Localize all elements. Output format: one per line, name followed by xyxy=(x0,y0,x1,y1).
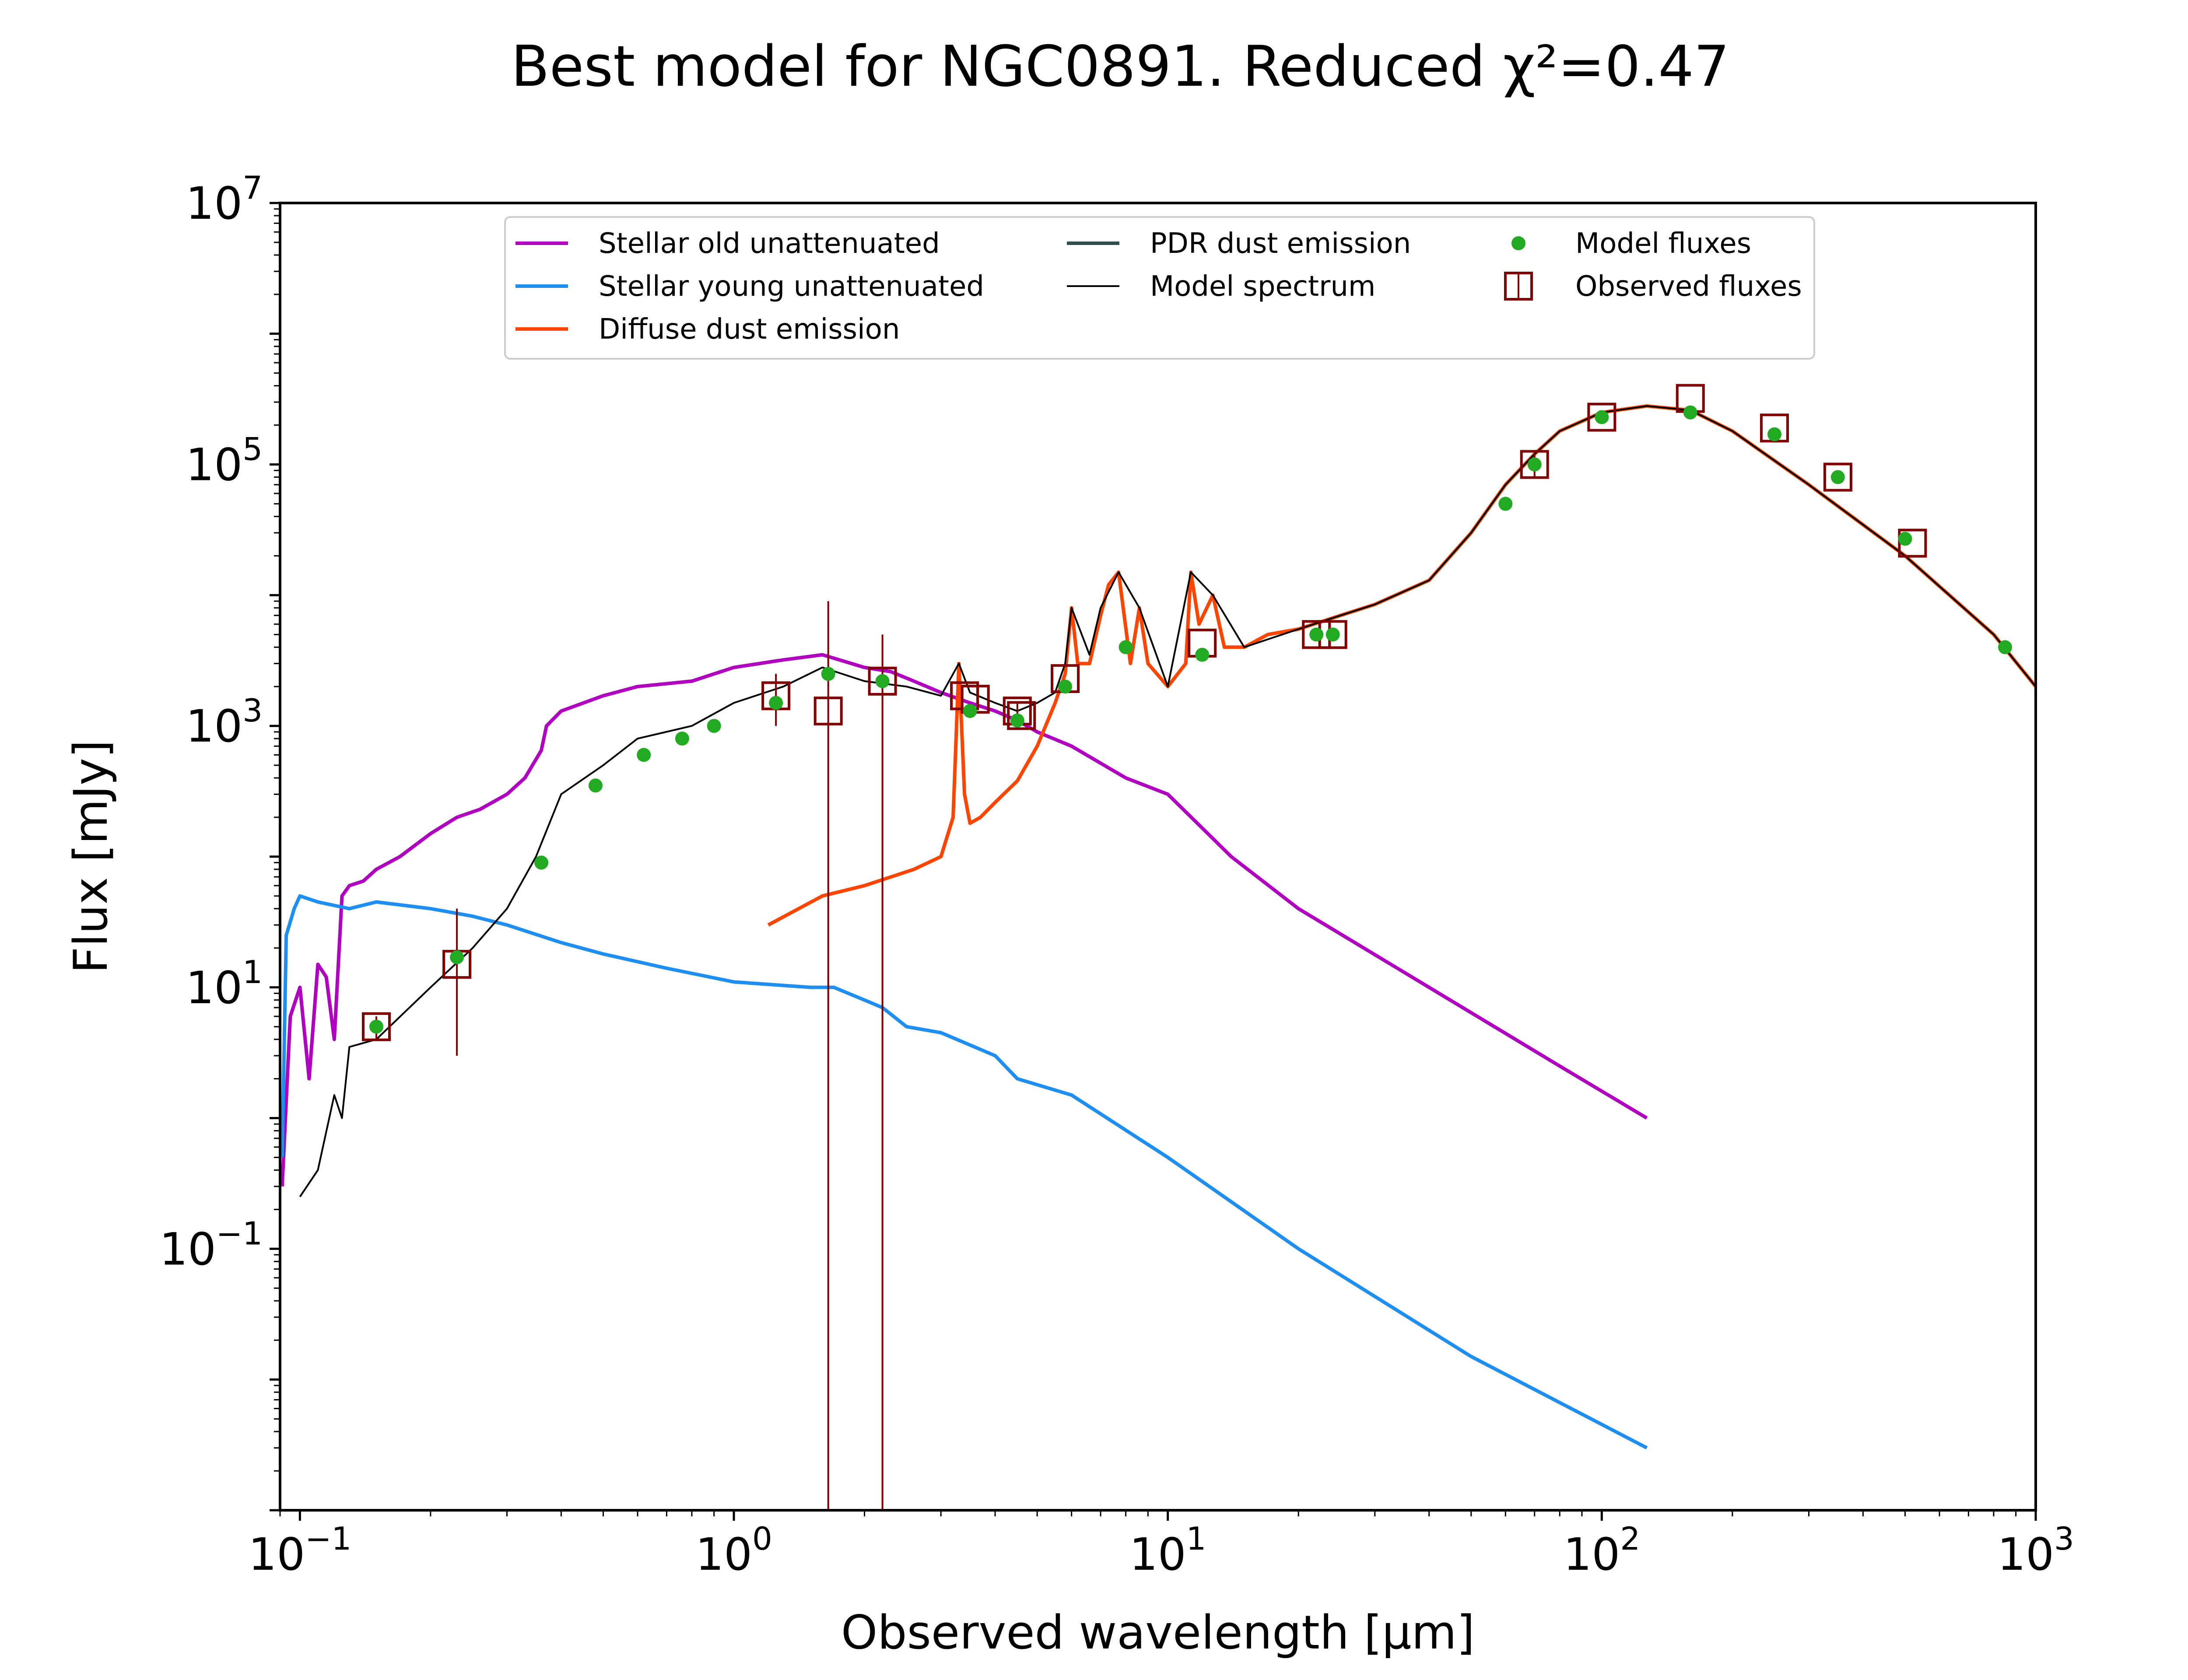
y-tick-label: 10−1 xyxy=(159,1215,263,1275)
observed-flux-point xyxy=(1823,462,1852,492)
observed-flux-point xyxy=(1898,528,1927,558)
legend-label: Model fluxes xyxy=(1575,228,1751,260)
x-tick-label: 100 xyxy=(695,1520,772,1581)
legend-entry: Model spectrum xyxy=(1067,270,1375,303)
model-flux-point xyxy=(769,696,783,710)
model-flux-point xyxy=(369,1019,383,1034)
legend-swatch xyxy=(1511,236,1525,250)
model-flux-point xyxy=(1195,648,1210,662)
model-flux-point xyxy=(1830,470,1845,484)
model-flux-point xyxy=(1010,713,1024,728)
model-flux-point xyxy=(821,667,835,681)
legend-label: Stellar young unattenuated xyxy=(599,270,984,303)
legend: Stellar old unattenuated Stellar young un… xyxy=(504,216,1815,360)
observed-flux-point xyxy=(361,1012,391,1041)
series-line-0 xyxy=(280,653,1648,1186)
legend-entry: Stellar old unattenuated xyxy=(515,228,940,260)
observed-flux-point xyxy=(1520,450,1549,479)
legend-entry: Model fluxes xyxy=(1511,228,1751,260)
model-flux-point xyxy=(875,674,890,688)
model-flux-point xyxy=(1325,627,1340,642)
legend-entry: Diffuse dust emission xyxy=(515,313,900,346)
model-flux-point xyxy=(1527,457,1542,472)
plot-area xyxy=(279,202,2037,1512)
x-axis-label: Observed wavelength [μm] xyxy=(841,1606,1475,1659)
x-tick-label: 102 xyxy=(1564,1520,1641,1581)
observed-flux-point xyxy=(868,666,897,696)
legend-entry: PDR dust emission xyxy=(1067,228,1411,260)
observed-flux-point xyxy=(1587,402,1616,432)
y-axis: 10−1 101 103 105 107 xyxy=(159,169,280,1512)
model-flux-point xyxy=(1898,532,1912,546)
legend-box xyxy=(504,216,1815,360)
x-tick-label: 10−1 xyxy=(248,1520,351,1581)
chart-title: Best model for NGC0891. Reduced χ²=0.47 xyxy=(511,34,1729,99)
model-flux-point xyxy=(963,704,977,718)
model-flux-point xyxy=(1998,640,2013,654)
series-line-3 xyxy=(299,405,2036,1197)
model-flux-point xyxy=(675,732,689,746)
model-flux-point xyxy=(1498,497,1513,511)
model-flux-point xyxy=(534,855,549,870)
model-flux-point xyxy=(637,748,651,762)
model-flux-point xyxy=(1119,640,1133,654)
model-flux-point xyxy=(450,950,464,964)
legend-label: Stellar old unattenuated xyxy=(599,228,940,260)
observed-flux-point xyxy=(813,696,843,726)
y-tick-label: 101 xyxy=(186,954,263,1014)
model-flux-point xyxy=(1683,405,1697,420)
legend-entry: Stellar young unattenuated xyxy=(515,270,984,303)
legend-label: Observed fluxes xyxy=(1575,270,1802,303)
legend-label: Model spectrum xyxy=(1150,270,1375,303)
y-tick-label: 105 xyxy=(186,431,263,491)
series-line-1 xyxy=(280,894,1648,1449)
y-tick-label: 107 xyxy=(186,169,263,230)
x-tick-label: 103 xyxy=(1997,1520,2074,1581)
x-axis: 10−1 100 101 102 103 xyxy=(248,1510,2074,1581)
x-tick-label: 101 xyxy=(1129,1520,1206,1581)
model-flux-point xyxy=(1309,627,1324,642)
model-flux-point xyxy=(1767,427,1781,441)
legend-label: PDR dust emission xyxy=(1150,228,1411,260)
y-axis-label: Flux [mJy] xyxy=(64,740,118,973)
model-flux-point xyxy=(1058,679,1073,694)
legend-label: Diffuse dust emission xyxy=(599,313,900,346)
observed-flux-point xyxy=(1007,701,1036,730)
model-flux-point xyxy=(707,719,721,733)
model-flux-point xyxy=(588,778,603,793)
legend-entry: Observed fluxes xyxy=(1504,270,1802,303)
model-flux-point xyxy=(1595,410,1609,424)
y-tick-label: 103 xyxy=(186,692,263,752)
